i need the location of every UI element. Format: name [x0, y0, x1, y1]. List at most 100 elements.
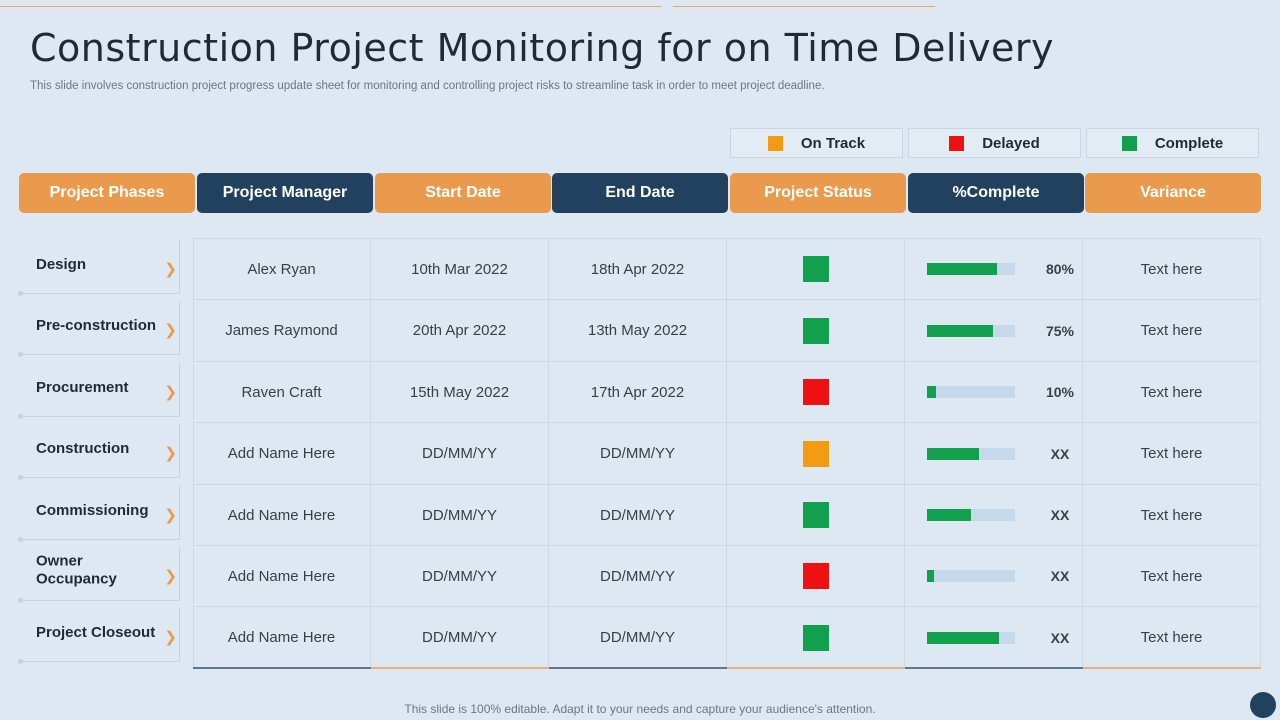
cell-percent-complete: XX [905, 423, 1083, 485]
chevron-right-icon: ❯ [164, 260, 177, 278]
cell-percent-complete: 10% [905, 362, 1083, 423]
progress-bar-fill [927, 509, 971, 521]
percent-label: 75% [1045, 322, 1075, 339]
delayed-square-icon [949, 135, 965, 151]
progress-bar [927, 263, 1015, 275]
cell-variance: Text here [1083, 239, 1261, 300]
on-track-square-icon [767, 135, 783, 151]
progress-bar-fill [927, 447, 979, 460]
cell-status [727, 423, 905, 485]
progress-bar [927, 631, 1015, 644]
chevron-right-icon: ❯ [164, 383, 177, 401]
progress-bar [927, 570, 1015, 582]
dot-icon [18, 352, 23, 357]
percent-label: XX [1050, 445, 1070, 462]
cell-manager: Add Name Here [193, 485, 371, 546]
legend-label: Complete [1154, 134, 1224, 152]
dot-icon [18, 659, 23, 664]
table-left-border [193, 238, 194, 669]
cell-variance: Text here [1083, 423, 1261, 485]
cell-status [727, 239, 905, 300]
cell-end-date: 13th May 2022 [549, 300, 727, 362]
header-end-date: End Date [552, 173, 728, 213]
progress-bar-fill [927, 631, 1000, 644]
legend-label: Delayed [982, 134, 1040, 152]
phase-label: Construction [36, 439, 130, 457]
cell-end-date: DD/MM/YY [549, 607, 727, 669]
cell-status [727, 546, 905, 607]
cell-start-date: 10th Mar 2022 [371, 239, 549, 300]
progress-bar [927, 386, 1015, 398]
cell-percent-complete: XX [905, 607, 1083, 669]
cell-status [727, 362, 905, 423]
cell-manager: Add Name Here [193, 607, 371, 669]
progress-bar [927, 324, 1015, 337]
percent-label: 10% [1045, 384, 1075, 400]
bottom-rule [371, 667, 549, 669]
status-square-icon [802, 379, 829, 405]
cell-start-date: DD/MM/YY [371, 423, 549, 485]
bottom-rule [905, 667, 1083, 669]
phase-label: Pre-construction [36, 316, 157, 334]
header-start-date: Start Date [375, 173, 551, 213]
cell-variance: Text here [1083, 607, 1261, 669]
cell-start-date: DD/MM/YY [371, 607, 549, 669]
dot-icon [18, 291, 23, 296]
legend-on-track: On Track [730, 128, 903, 158]
top-rule-left [0, 6, 662, 7]
cell-start-date: DD/MM/YY [371, 485, 549, 546]
cell-percent-complete: XX [905, 485, 1083, 546]
progress-bar-fill [927, 263, 998, 275]
cell-end-date: 18th Apr 2022 [549, 239, 727, 300]
phase-item: Construction ❯ [18, 424, 180, 480]
cell-end-date: DD/MM/YY [549, 546, 727, 607]
chevron-right-icon: ❯ [164, 506, 177, 524]
cell-status [727, 607, 905, 669]
complete-square-icon [1121, 135, 1137, 151]
legend-complete: Complete [1086, 128, 1259, 158]
cell-end-date: DD/MM/YY [549, 423, 727, 485]
bottom-rule [727, 667, 905, 669]
cell-percent-complete: 75% [905, 300, 1083, 362]
header-project-phases: Project Phases [19, 173, 195, 213]
bottom-rule [1083, 667, 1261, 669]
cell-variance: Text here [1083, 362, 1261, 423]
header-variance: Variance [1085, 173, 1261, 213]
percent-label: XX [1050, 507, 1070, 523]
header-project-manager: Project Manager [197, 173, 373, 213]
page-subtitle: This slide involves construction project… [30, 80, 825, 92]
cell-status [727, 485, 905, 546]
header-percent-complete: %Complete [908, 173, 1084, 213]
percent-label: XX [1050, 568, 1070, 584]
cell-end-date: DD/MM/YY [549, 485, 727, 546]
cell-percent-complete: XX [905, 546, 1083, 607]
cell-start-date: 20th Apr 2022 [371, 300, 549, 362]
phase-label: Procurement [36, 378, 129, 396]
chevron-right-icon: ❯ [164, 628, 177, 646]
progress-bar [927, 509, 1015, 521]
phase-item: Procurement ❯ [18, 363, 180, 419]
cell-variance: Text here [1083, 485, 1261, 546]
table-top-border [193, 238, 1261, 239]
cell-variance: Text here [1083, 546, 1261, 607]
dot-icon [18, 475, 23, 480]
phase-label: Design [36, 255, 87, 273]
cell-start-date: 15th May 2022 [371, 362, 549, 423]
cell-percent-complete: 80% [905, 239, 1083, 300]
bottom-rule [193, 667, 371, 669]
phase-item: Project Closeout ❯ [18, 608, 180, 664]
status-square-icon [802, 624, 829, 651]
phase-label: Project Closeout [36, 623, 156, 641]
phase-item: Commissioning ❯ [18, 486, 180, 542]
status-square-icon [802, 440, 829, 467]
status-square-icon [802, 256, 829, 282]
phase-item: Design ❯ [18, 240, 180, 296]
dot-icon [18, 598, 23, 603]
chevron-right-icon: ❯ [164, 444, 177, 462]
phase-label: Owner Occupancy [36, 551, 117, 587]
cell-manager: Add Name Here [193, 546, 371, 607]
phase-item: Owner Occupancy ❯ [18, 547, 180, 603]
page-title: Construction Project Monitoring for on T… [30, 26, 1054, 70]
status-square-icon [802, 502, 829, 528]
legend-delayed: Delayed [908, 128, 1081, 158]
